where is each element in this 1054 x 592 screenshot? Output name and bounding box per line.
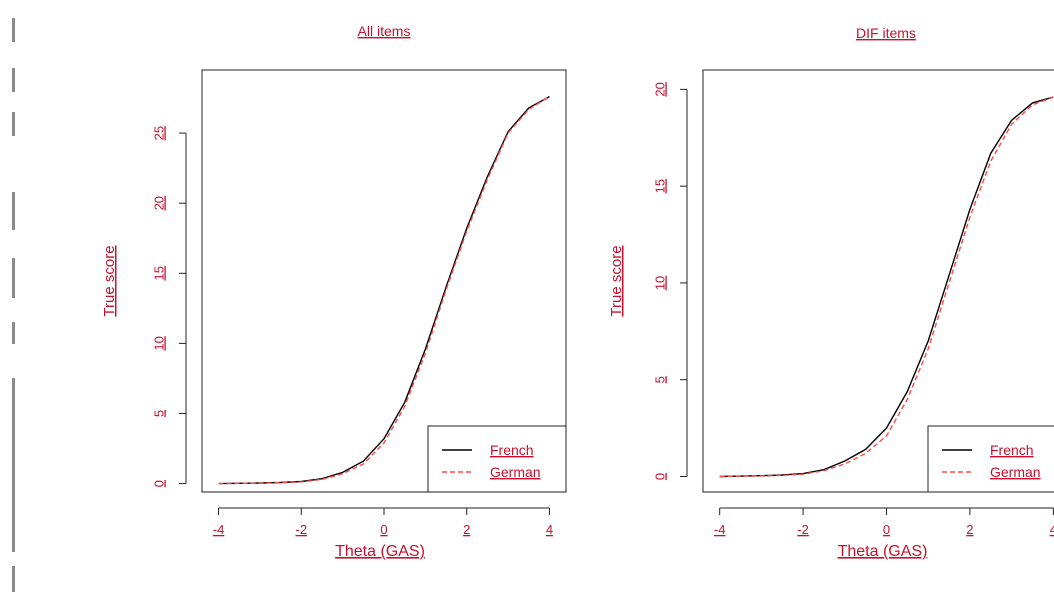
x-axis-label: Theta (GAS) xyxy=(335,543,425,560)
y-tick-label: 0 xyxy=(151,480,166,487)
left-edge-dash xyxy=(12,112,15,136)
y-tick-label: 5 xyxy=(652,376,667,383)
x-tick-label: -2 xyxy=(797,522,809,537)
left-edge-dash xyxy=(12,258,15,298)
y-axis-label: True score xyxy=(608,245,625,316)
series-line-french xyxy=(719,96,1054,478)
chart-title: DIF items xyxy=(856,25,916,41)
chart-panel-dif-items: -4 -2 0 2 4 0 5 10 15 20 French German DIF items Thet… xyxy=(608,25,1054,560)
legend-label: French xyxy=(490,442,534,458)
x-tick-label: 4 xyxy=(1050,522,1054,537)
x-tick-label: 0 xyxy=(380,522,387,537)
x-tick-label: -2 xyxy=(295,522,307,537)
series-line-french xyxy=(218,95,550,485)
plot-frame xyxy=(702,69,1054,493)
x-tick-label: 0 xyxy=(883,522,890,537)
x-tick-label: 2 xyxy=(966,522,973,537)
legend-box xyxy=(927,425,1054,493)
series-line-german xyxy=(719,96,1054,478)
legend-label: German xyxy=(490,464,541,480)
y-axis-label: True score xyxy=(101,245,118,316)
plot-frame xyxy=(201,69,567,493)
legend-label: French xyxy=(990,442,1034,458)
chart-title: All items xyxy=(358,23,411,39)
left-edge-dash xyxy=(12,68,15,92)
x-tick-label: -4 xyxy=(714,522,726,537)
y-tick-label: 15 xyxy=(652,179,667,193)
x-axis-label: Theta (GAS) xyxy=(838,543,928,560)
legend-label: German xyxy=(990,464,1041,480)
y-tick-label: 20 xyxy=(151,196,166,210)
y-tick-label: 20 xyxy=(652,82,667,96)
y-tick-label: 25 xyxy=(151,126,166,140)
y-tick-label: 0 xyxy=(652,473,667,480)
chart-panel-all-items: -4 -2 0 2 4 0 5 10 15 20 25 French German All items Th… xyxy=(101,23,567,560)
series-line-german xyxy=(218,96,550,485)
x-tick-label: -4 xyxy=(213,522,225,537)
y-tick-label: 5 xyxy=(151,410,166,417)
left-edge-dash xyxy=(12,192,15,230)
left-edge-dash xyxy=(12,18,15,42)
left-edge-dash xyxy=(12,322,15,344)
left-edge-dash xyxy=(12,566,15,592)
y-tick-label: 10 xyxy=(151,336,166,350)
y-tick-label: 10 xyxy=(652,276,667,290)
left-edge-dash xyxy=(12,378,15,552)
x-tick-label: 2 xyxy=(463,522,470,537)
y-tick-label: 15 xyxy=(151,266,166,280)
x-tick-label: 4 xyxy=(546,522,553,537)
legend-box xyxy=(427,425,567,493)
